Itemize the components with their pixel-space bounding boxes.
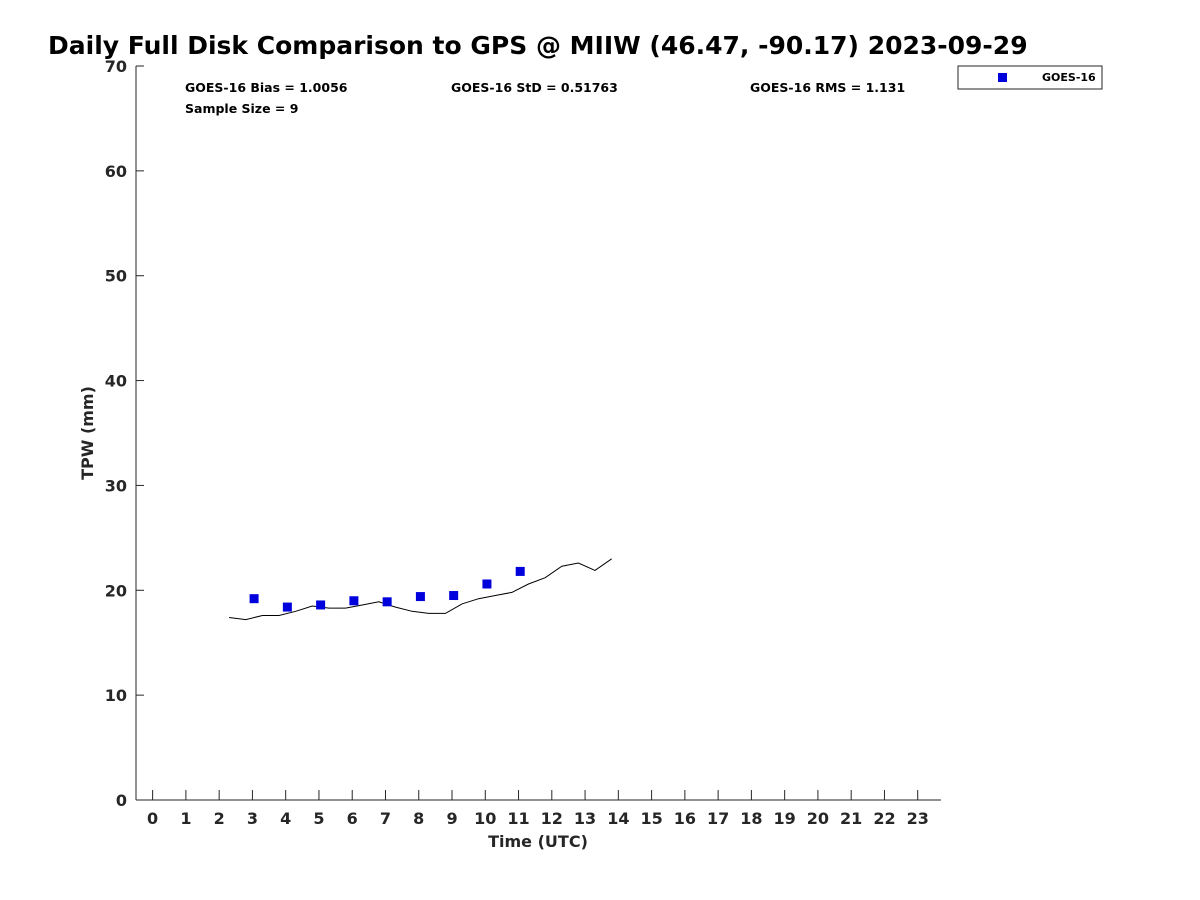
goes16-point	[382, 597, 392, 607]
x-tick-label: 6	[347, 809, 358, 828]
x-ticks: 0 1 2 3 4 5 6 7 8 9 10 11 12 13 14 15 16 17 18 19 20 21 22 23	[147, 790, 929, 828]
x-tick-label: 2	[214, 809, 225, 828]
x-tick-label: 0	[147, 809, 158, 828]
bias-stat: GOES-16 Bias = 1.0056	[185, 80, 348, 95]
chart-title: Daily Full Disk Comparison to GPS @ MIIW…	[48, 31, 1028, 60]
series-layer	[229, 558, 612, 621]
x-tick-label: 11	[507, 809, 529, 828]
y-tick-label: 0	[116, 791, 127, 810]
y-tick-label: 60	[105, 162, 127, 181]
x-tick-label: 7	[380, 809, 391, 828]
y-tick-label: 10	[105, 686, 127, 705]
goes16-point	[449, 591, 459, 601]
y-tick-label: 20	[105, 581, 127, 600]
goes16-point	[415, 592, 425, 602]
x-tick-label: 14	[607, 809, 629, 828]
x-tick-label: 10	[474, 809, 496, 828]
y-tick-label: 70	[105, 57, 127, 76]
goes16-point	[316, 600, 326, 610]
x-tick-label: 21	[840, 809, 862, 828]
x-tick-label: 19	[774, 809, 796, 828]
x-axis-label: Time (UTC)	[488, 832, 588, 851]
x-tick-label: 18	[740, 809, 762, 828]
goes16-point	[482, 579, 492, 589]
y-tick-label: 30	[105, 476, 127, 495]
rms-stat: GOES-16 RMS = 1.131	[750, 80, 905, 95]
x-tick-label: 13	[574, 809, 596, 828]
goes16-point	[249, 594, 259, 604]
std-stat: GOES-16 StD = 0.51763	[451, 80, 618, 95]
plot-area: 0 1 2 3 4 5 6 7 8 9 10 11 12 13 14 15 16 17 18 19 20 21 22 23 0…	[105, 57, 941, 828]
legend-box	[957, 65, 1103, 90]
sample-size-stat: Sample Size = 9	[185, 101, 298, 116]
x-tick-label: 22	[873, 809, 895, 828]
legend: GOES-16	[957, 65, 1103, 90]
x-tick-label: 4	[280, 809, 291, 828]
x-tick-label: 8	[413, 809, 424, 828]
x-tick-label: 12	[541, 809, 563, 828]
legend-label: GOES-16	[1042, 71, 1096, 84]
x-tick-label: 20	[807, 809, 829, 828]
legend-marker-square	[998, 73, 1007, 82]
goes16-point	[282, 602, 292, 612]
stats-annotations: GOES-16 Bias = 1.0056 GOES-16 StD = 0.51…	[185, 80, 905, 116]
x-tick-label: 3	[247, 809, 258, 828]
x-tick-label: 16	[674, 809, 696, 828]
goes16-point	[515, 566, 525, 576]
y-axis-label: TPW (mm)	[78, 386, 97, 480]
x-tick-label: 17	[707, 809, 729, 828]
x-tick-label: 1	[180, 809, 191, 828]
y-ticks: 0 10 20 30 40 50 60 70	[105, 57, 144, 810]
x-tick-label: 15	[640, 809, 662, 828]
gps-line	[229, 558, 612, 621]
x-tick-label: 23	[907, 809, 929, 828]
y-tick-label: 50	[105, 267, 127, 286]
x-tick-label: 9	[446, 809, 457, 828]
y-tick-label: 40	[105, 372, 127, 391]
goes16-point	[349, 596, 359, 606]
x-tick-label: 5	[313, 809, 324, 828]
